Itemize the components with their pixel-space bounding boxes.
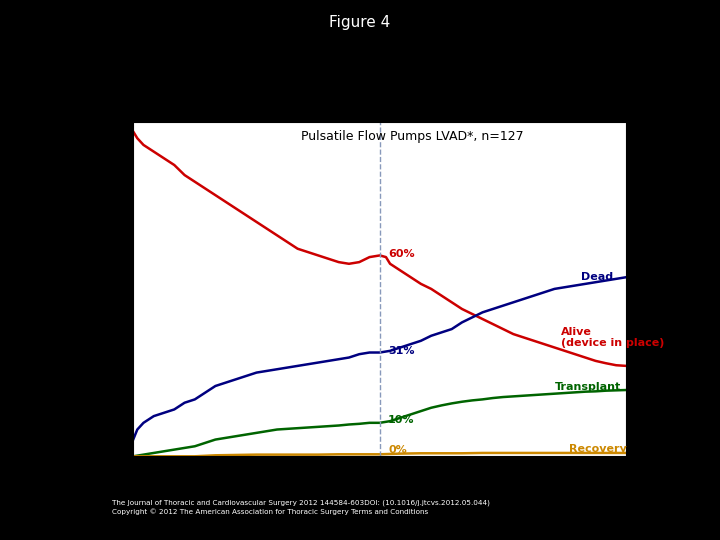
X-axis label: Months after Device Implant: Months after Device Implant [268, 484, 492, 498]
Text: Pulsatile Flow Pumps LVAD*, n=127: Pulsatile Flow Pumps LVAD*, n=127 [301, 130, 523, 143]
Text: 31%: 31% [388, 346, 415, 356]
Text: Figure 4: Figure 4 [329, 15, 391, 30]
Y-axis label: Proportion of Patients: Proportion of Patients [86, 211, 99, 367]
Text: Alive
(device in place): Alive (device in place) [561, 327, 664, 348]
Text: Copyright © 2012 The American Association for Thoracic Surgery Terms and Conditi: Copyright © 2012 The American Associatio… [112, 509, 428, 515]
Text: Transplant: Transplant [554, 382, 621, 392]
Text: Dead: Dead [581, 272, 613, 282]
Text: Recovery: Recovery [569, 444, 626, 454]
Text: 0%: 0% [388, 446, 407, 455]
Text: 60%: 60% [388, 249, 415, 259]
Text: The Journal of Thoracic and Cardiovascular Surgery 2012 144584-603DOI: (10.1016/: The Journal of Thoracic and Cardiovascul… [112, 500, 490, 506]
Text: 10%: 10% [388, 415, 415, 425]
